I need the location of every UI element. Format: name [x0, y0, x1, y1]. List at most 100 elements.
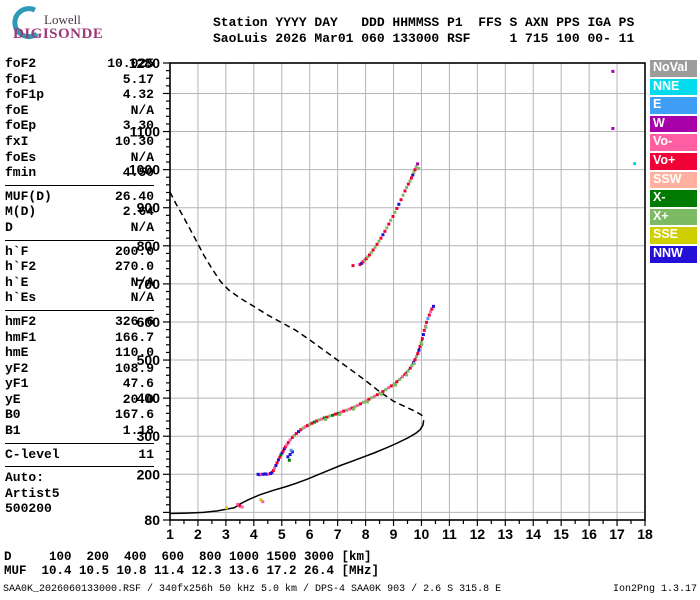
f-trace-echoes-point [270, 470, 274, 474]
x-tick-label: 18 [637, 526, 653, 542]
spread-echoes-point [611, 127, 615, 131]
second-hop-echoes-point [385, 226, 389, 230]
f-trace-echoes-point [400, 375, 404, 379]
second-hop-echoes-point [387, 222, 391, 226]
e-region-echoes-point [236, 502, 240, 506]
f-trace-echoes-point [370, 396, 374, 400]
second-hop-echoes-point [395, 206, 399, 210]
f-trace-echoes-point [359, 402, 363, 406]
e-region-echoes-point [238, 504, 242, 508]
f-trace-echoes-point [356, 403, 360, 407]
param-row-artist5: Artist5 [5, 486, 154, 502]
y-tick-label: 200 [137, 466, 161, 482]
y-tick-label: 300 [137, 428, 161, 444]
f-trace-echoes-point [410, 363, 414, 367]
f-trace-echoes-point [322, 416, 326, 420]
param-label: yF2 [5, 360, 29, 376]
param-value: 2.64 [122, 204, 154, 220]
f-trace-echoes-point [406, 369, 410, 373]
param-label: M(D) [5, 204, 37, 220]
param-value: 5.17 [122, 71, 154, 87]
param-group-separator [5, 309, 154, 311]
f-trace-echoes-point [398, 377, 402, 381]
second-hop-echoes-point [377, 239, 381, 243]
param-row-hf: h`F 200.0 [5, 244, 154, 260]
param-label: 500200 [5, 501, 52, 517]
f-trace-echoes-point [422, 328, 426, 332]
f-trace-echoes-point [288, 452, 292, 456]
param-value: 20.0 [122, 391, 154, 407]
f-trace-echoes-point [274, 464, 278, 468]
y-tick-label: 900 [137, 200, 161, 216]
lowell-digisonde-logo: Lowell DIGISONDE [6, 4, 116, 46]
param-row-d: D N/A [5, 220, 154, 236]
x-tick-label: 5 [278, 526, 286, 542]
f-trace-echoes-point [267, 472, 271, 476]
param-row-fof1p: foF1p 4.32 [5, 87, 154, 103]
f-trace-echoes-point [424, 325, 428, 329]
f-trace-echoes-point [325, 415, 329, 419]
f-trace-echoes-point [345, 408, 349, 412]
f-trace-echoes-point [280, 451, 284, 455]
param-label: Auto: [5, 470, 45, 486]
f-trace-echoes-point [361, 400, 365, 404]
logo-lowell-text: Lowell [44, 12, 81, 27]
second-hop-echoes-point [417, 166, 421, 170]
param-label: hmF1 [5, 329, 37, 345]
e-region-echoes-point [259, 498, 263, 502]
second-hop-echoes-point [360, 261, 364, 265]
program-version: Ion2Png 1.3.17 [612, 584, 697, 595]
f-trace-echoes-point [367, 397, 371, 401]
param-row-auto: Auto: [5, 470, 154, 486]
f-trace-echoes-point [310, 421, 314, 425]
second-hop-echoes-point [412, 170, 416, 174]
f-trace-echoes-point [308, 422, 312, 426]
f-trace-echoes-point [290, 435, 294, 439]
f-trace-echoes-point [289, 448, 293, 452]
param-row-clevel: C-level 11 [5, 447, 154, 463]
f-trace-echoes-point [273, 466, 276, 470]
param-row-500200: 500200 [5, 501, 154, 517]
y-tick-label: 400 [137, 390, 161, 406]
x-tick-label: 9 [390, 526, 398, 542]
f-trace-echoes-point [299, 428, 303, 432]
f-trace-echoes-point [315, 419, 319, 423]
param-value: N/A [130, 290, 154, 306]
second-hop-echoes-point [368, 253, 371, 257]
f-trace-echoes-point [416, 352, 420, 356]
f-trace-echoes-point [312, 420, 316, 424]
f-trace-echoes-point [288, 438, 292, 442]
param-group-separator [5, 466, 154, 468]
second-hop-echoes-point [364, 257, 368, 261]
true-height-profile [169, 420, 425, 515]
f-trace-echoes-point [305, 424, 309, 428]
f-trace-echoes-point [286, 441, 290, 445]
x-tick-label: 14 [525, 526, 541, 542]
f-trace-echoes-point [419, 341, 423, 345]
param-label: foF2 [5, 56, 37, 71]
f-trace-echoes-point [393, 383, 397, 387]
x-tick-label: 7 [334, 526, 342, 542]
f-trace-echoes-point [282, 447, 286, 451]
legend-item-nne: NNE [650, 78, 697, 96]
second-hop-echoes-point [408, 179, 412, 183]
legend-item-sse: SSE [650, 227, 697, 244]
param-label: foEp [5, 118, 37, 134]
second-hop-echoes-point [399, 198, 403, 202]
param-label: hmF2 [5, 313, 37, 329]
second-hop-echoes-point [409, 176, 413, 180]
param-label: B1 [5, 423, 21, 439]
f-trace-echoes-point [278, 455, 282, 459]
second-hop-echoes-point [403, 189, 407, 193]
f-trace-echoes-point [333, 412, 337, 416]
param-group-separator [5, 442, 154, 444]
f-trace-echoes-point [287, 458, 291, 462]
second-hop-echoes-point [366, 255, 370, 259]
f-trace-echoes-point [414, 355, 418, 359]
x-tick-label: 11 [442, 526, 457, 542]
second-hop-echoes-point [389, 218, 393, 222]
f-trace-echoes-point [275, 461, 279, 465]
f-trace-echoes-point [426, 317, 430, 321]
